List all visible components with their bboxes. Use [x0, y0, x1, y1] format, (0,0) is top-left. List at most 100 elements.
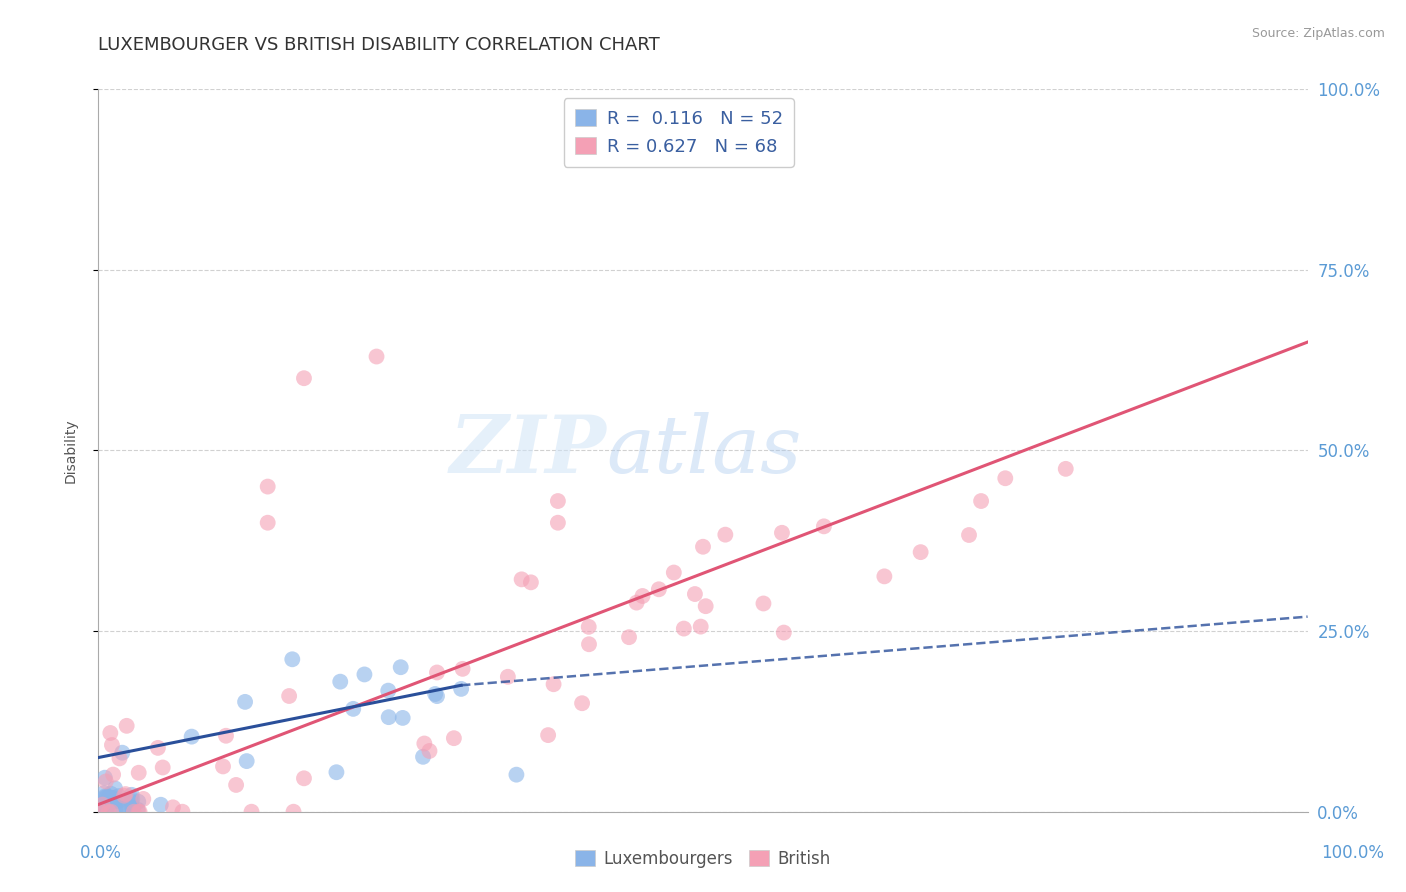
Point [112, 789, 135, 803]
Text: atlas: atlas [606, 412, 801, 489]
Point [283, 805, 305, 819]
Point [101, 767, 124, 781]
Point [114, 787, 136, 801]
Point [115, 719, 138, 733]
Point [281, 652, 304, 666]
Point [108, 793, 131, 807]
Point [212, 759, 235, 773]
Point [813, 519, 835, 533]
Point [104, 801, 127, 815]
Point [97, 805, 120, 819]
Point [111, 746, 134, 760]
Point [578, 637, 600, 651]
Point [418, 744, 440, 758]
Point [970, 494, 993, 508]
Point [114, 799, 136, 814]
Point [101, 738, 124, 752]
Point [97, 794, 120, 808]
Point [510, 573, 533, 587]
Point [122, 802, 145, 816]
Point [505, 767, 527, 781]
Point [631, 589, 654, 603]
Point [127, 803, 149, 817]
Point [89, 803, 111, 817]
Point [578, 620, 600, 634]
Point [96, 801, 118, 815]
Point [692, 540, 714, 554]
Point [994, 471, 1017, 485]
Point [256, 516, 278, 530]
Point [104, 792, 127, 806]
Point [571, 696, 593, 710]
Point [292, 772, 315, 786]
Text: 100.0%: 100.0% [1322, 844, 1384, 862]
Point [122, 805, 145, 819]
Point [450, 681, 472, 696]
Point [648, 582, 671, 597]
Point [103, 790, 125, 805]
Point [97, 797, 120, 812]
Text: LUXEMBOURGER VS BRITISH DISABILITY CORRELATION CHART: LUXEMBOURGER VS BRITISH DISABILITY CORRE… [98, 36, 661, 54]
Point [240, 805, 263, 819]
Point [114, 801, 136, 815]
Point [377, 683, 399, 698]
Point [520, 575, 543, 590]
Point [426, 689, 449, 703]
Point [172, 805, 194, 819]
Point [90, 802, 112, 816]
Point [626, 596, 648, 610]
Point [128, 805, 150, 819]
Point [152, 760, 174, 774]
Point [910, 545, 932, 559]
Point [104, 781, 127, 796]
Point [120, 794, 142, 808]
Point [94, 789, 117, 804]
Point [233, 695, 256, 709]
Point [873, 569, 896, 583]
Point [496, 670, 519, 684]
Point [672, 622, 695, 636]
Point [325, 765, 347, 780]
Point [683, 587, 706, 601]
Point [391, 711, 413, 725]
Point [98, 726, 121, 740]
Point [128, 765, 150, 780]
Point [353, 667, 375, 681]
Point [772, 625, 794, 640]
Legend: R =  0.116   N = 52, R = 0.627   N = 68: R = 0.116 N = 52, R = 0.627 N = 68 [564, 98, 794, 167]
Point [93, 804, 115, 818]
Point [423, 687, 446, 701]
Y-axis label: Disability: Disability [63, 418, 77, 483]
Point [127, 795, 149, 809]
Point [714, 527, 737, 541]
Point [121, 800, 143, 814]
Point [770, 525, 793, 540]
Point [662, 566, 685, 580]
Point [366, 350, 388, 364]
Point [1054, 462, 1077, 476]
Point [94, 771, 117, 785]
Point [180, 730, 202, 744]
Point [108, 803, 131, 817]
Point [97, 790, 120, 805]
Legend: Luxembourgers, British: Luxembourgers, British [568, 844, 838, 875]
Point [256, 480, 278, 494]
Point [292, 371, 315, 385]
Point [695, 599, 717, 614]
Point [97, 792, 120, 806]
Point [132, 792, 155, 806]
Point [278, 689, 301, 703]
Point [121, 788, 143, 802]
Point [617, 630, 640, 644]
Point [104, 794, 127, 808]
Point [91, 797, 114, 812]
Point [752, 597, 775, 611]
Point [225, 778, 247, 792]
Point [329, 674, 352, 689]
Point [957, 528, 980, 542]
Point [389, 660, 412, 674]
Point [412, 749, 434, 764]
Point [121, 792, 143, 806]
Point [537, 728, 560, 742]
Point [426, 665, 449, 680]
